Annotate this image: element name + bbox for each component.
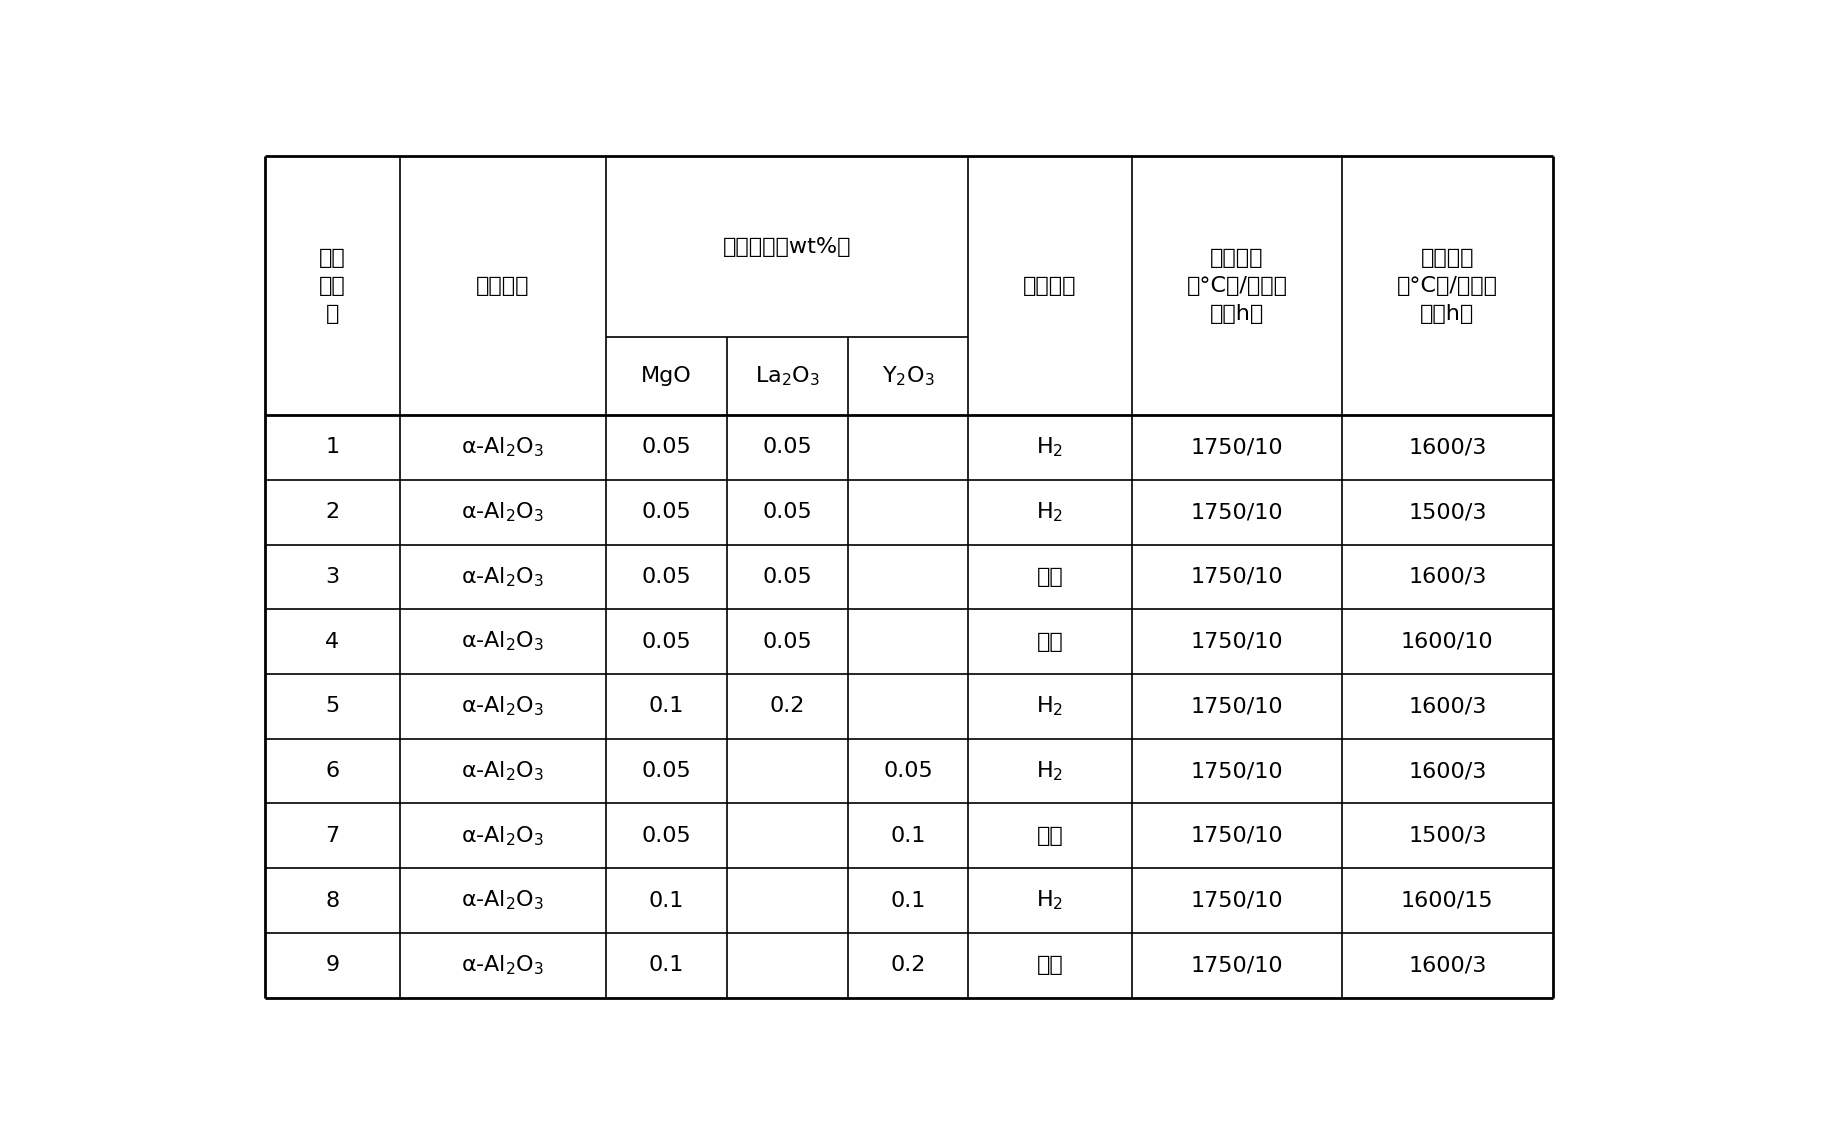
Text: 1600/3: 1600/3 — [1409, 955, 1487, 975]
Text: 0.1: 0.1 — [649, 955, 684, 975]
Text: 0.1: 0.1 — [649, 890, 684, 910]
Text: H$_2$: H$_2$ — [1036, 759, 1064, 782]
Text: 1600/3: 1600/3 — [1409, 567, 1487, 587]
Text: 6: 6 — [325, 761, 339, 781]
Text: 基质原料: 基质原料 — [477, 276, 530, 296]
Text: 烧结方法: 烧结方法 — [1023, 276, 1077, 296]
Text: 9: 9 — [325, 955, 339, 975]
Text: 0.05: 0.05 — [763, 631, 812, 651]
Text: 0.05: 0.05 — [763, 567, 812, 587]
Text: 1750/10: 1750/10 — [1190, 955, 1284, 975]
Text: 真空: 真空 — [1036, 955, 1064, 975]
Text: 0.05: 0.05 — [642, 502, 691, 522]
Text: 3: 3 — [325, 567, 339, 587]
Text: 1600/15: 1600/15 — [1401, 890, 1493, 910]
Text: 1750/10: 1750/10 — [1190, 631, 1284, 651]
Text: 2: 2 — [325, 502, 339, 522]
Text: 1: 1 — [325, 437, 339, 457]
Text: 0.1: 0.1 — [649, 696, 684, 716]
Text: α-Al$_2$O$_3$: α-Al$_2$O$_3$ — [462, 630, 545, 654]
Text: 0.05: 0.05 — [642, 631, 691, 651]
Text: α-Al$_2$O$_3$: α-Al$_2$O$_3$ — [462, 695, 545, 719]
Text: 1750/10: 1750/10 — [1190, 567, 1284, 587]
Text: H$_2$: H$_2$ — [1036, 889, 1064, 912]
Text: 5: 5 — [325, 696, 339, 716]
Text: α-Al$_2$O$_3$: α-Al$_2$O$_3$ — [462, 824, 545, 847]
Text: α-Al$_2$O$_3$: α-Al$_2$O$_3$ — [462, 954, 545, 978]
Text: 4: 4 — [325, 631, 339, 651]
Text: α-Al$_2$O$_3$: α-Al$_2$O$_3$ — [462, 565, 545, 589]
Text: 0.1: 0.1 — [889, 890, 926, 910]
Text: 0.05: 0.05 — [642, 437, 691, 457]
Text: 1750/10: 1750/10 — [1190, 696, 1284, 716]
Text: 1600/3: 1600/3 — [1409, 696, 1487, 716]
Text: 1750/10: 1750/10 — [1190, 502, 1284, 522]
Text: H$_2$: H$_2$ — [1036, 436, 1064, 460]
Text: 8: 8 — [325, 890, 339, 910]
Text: α-Al$_2$O$_3$: α-Al$_2$O$_3$ — [462, 889, 545, 912]
Text: 1500/3: 1500/3 — [1409, 502, 1487, 522]
Text: α-Al$_2$O$_3$: α-Al$_2$O$_3$ — [462, 500, 545, 524]
Text: 0.05: 0.05 — [642, 826, 691, 846]
Text: 真空: 真空 — [1036, 826, 1064, 846]
Text: 0.05: 0.05 — [642, 761, 691, 781]
Text: 烧结助剂（wt%）: 烧结助剂（wt%） — [723, 237, 851, 257]
Text: 0.2: 0.2 — [889, 955, 926, 975]
Text: 0.1: 0.1 — [889, 826, 926, 846]
Text: 0.05: 0.05 — [642, 567, 691, 587]
Text: MgO: MgO — [640, 367, 691, 387]
Text: 1750/10: 1750/10 — [1190, 761, 1284, 781]
Text: 0.05: 0.05 — [882, 761, 934, 781]
Text: 烧结温度
（°C）/保温时
间（h）: 烧结温度 （°C）/保温时 间（h） — [1187, 248, 1287, 324]
Text: 渗碳温度
（°C）/保温时
间（h）: 渗碳温度 （°C）/保温时 间（h） — [1398, 248, 1498, 324]
Text: 实验
例编
号: 实验 例编 号 — [319, 248, 345, 324]
Text: H$_2$: H$_2$ — [1036, 695, 1064, 719]
Text: H$_2$: H$_2$ — [1036, 500, 1064, 524]
Text: 1750/10: 1750/10 — [1190, 437, 1284, 457]
Text: 7: 7 — [325, 826, 339, 846]
Text: 1500/3: 1500/3 — [1409, 826, 1487, 846]
Text: 1750/10: 1750/10 — [1190, 826, 1284, 846]
Text: 0.05: 0.05 — [763, 502, 812, 522]
Text: Y$_2$O$_3$: Y$_2$O$_3$ — [882, 364, 934, 388]
Text: 1750/10: 1750/10 — [1190, 890, 1284, 910]
Text: 真空: 真空 — [1036, 631, 1064, 651]
Text: La$_2$O$_3$: La$_2$O$_3$ — [754, 364, 820, 388]
Text: 真空: 真空 — [1036, 567, 1064, 587]
Text: 0.2: 0.2 — [770, 696, 805, 716]
Text: 0.05: 0.05 — [763, 437, 812, 457]
Text: 1600/3: 1600/3 — [1409, 437, 1487, 457]
Text: α-Al$_2$O$_3$: α-Al$_2$O$_3$ — [462, 759, 545, 782]
Text: 1600/10: 1600/10 — [1401, 631, 1493, 651]
Text: 1600/3: 1600/3 — [1409, 761, 1487, 781]
Text: α-Al$_2$O$_3$: α-Al$_2$O$_3$ — [462, 436, 545, 460]
